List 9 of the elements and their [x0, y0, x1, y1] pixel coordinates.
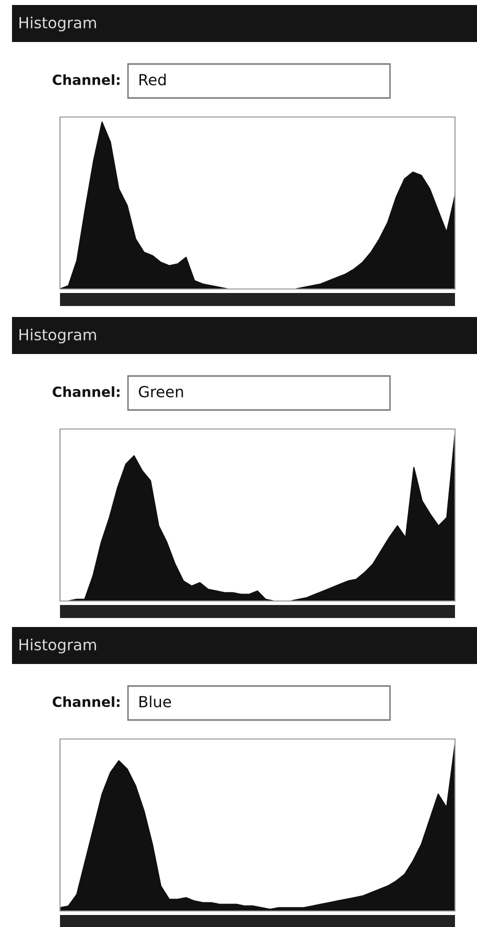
chart-subtitle: Channel: — [52, 74, 120, 86]
text: Green — [138, 386, 183, 398]
chart-subtitle: Channel: — [52, 386, 120, 398]
chart-title: Histogram — [20, 638, 96, 654]
chart-title: Histogram — [20, 328, 96, 344]
chart-subtitle: Channel: — [52, 696, 120, 708]
chart-title: Histogram — [20, 16, 96, 32]
text: Red — [140, 74, 166, 86]
text: Blue — [140, 696, 171, 708]
